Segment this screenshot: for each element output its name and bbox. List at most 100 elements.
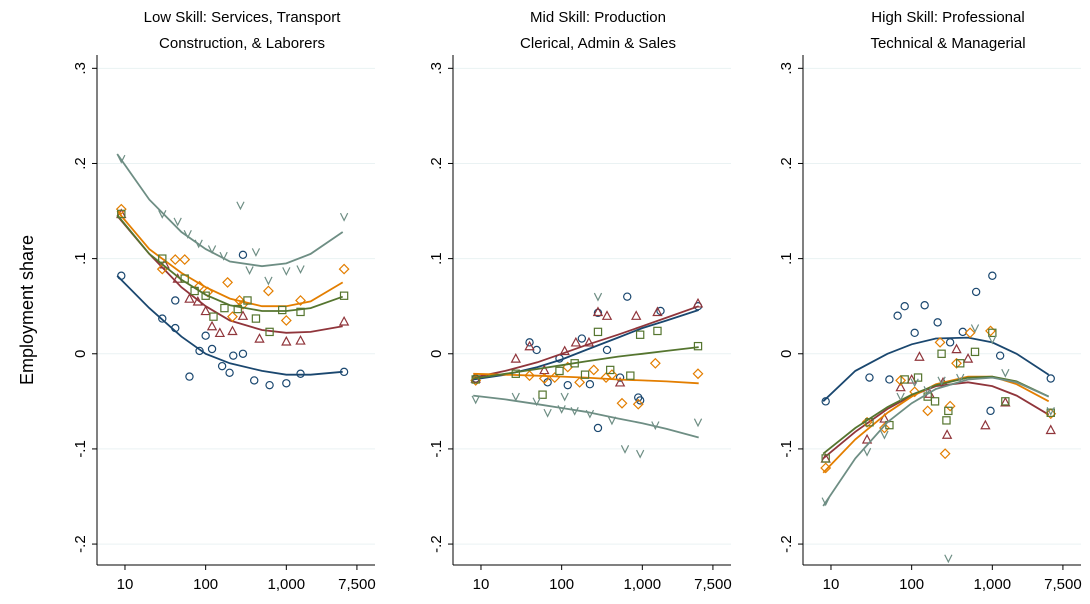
- marker: [631, 310, 642, 320]
- fit-line: [473, 305, 700, 379]
- marker: [951, 357, 962, 369]
- marker: [538, 373, 550, 384]
- marker: [970, 347, 980, 357]
- x-tick-label: 10: [473, 576, 490, 593]
- marker: [632, 398, 644, 410]
- marker: [524, 370, 535, 382]
- fit-line: [473, 372, 699, 385]
- fit-line: [822, 336, 1050, 402]
- x-tick-label: 100: [899, 576, 924, 593]
- marker: [821, 454, 830, 463]
- marker: [173, 217, 182, 227]
- marker: [620, 445, 630, 454]
- y-tick-label: .1: [778, 252, 795, 265]
- marker: [971, 287, 981, 297]
- marker: [227, 311, 238, 323]
- marker: [941, 429, 953, 439]
- marker: [970, 324, 980, 334]
- marker: [171, 296, 180, 305]
- marker: [117, 209, 126, 219]
- marker: [560, 392, 569, 402]
- marker: [937, 349, 946, 358]
- marker: [692, 368, 704, 380]
- marker: [280, 315, 292, 326]
- marker: [615, 373, 625, 382]
- marker: [296, 265, 305, 275]
- marker: [592, 306, 604, 317]
- marker: [574, 376, 586, 388]
- marker: [914, 351, 925, 361]
- marker: [1045, 424, 1056, 435]
- marker: [865, 373, 874, 382]
- marker: [201, 331, 210, 340]
- marker: [693, 418, 703, 428]
- marker: [1046, 374, 1055, 383]
- y-tick-label: -.1: [778, 440, 795, 458]
- marker: [158, 254, 167, 263]
- marker: [555, 366, 564, 376]
- x-tick-label: 7,500: [1044, 576, 1082, 593]
- marker: [937, 376, 946, 386]
- marker: [264, 276, 273, 286]
- x-tick-label: 7,500: [694, 576, 732, 593]
- marker: [861, 416, 873, 428]
- fit-line: [822, 376, 1050, 507]
- marker: [944, 554, 953, 564]
- marker: [296, 307, 305, 317]
- marker: [236, 201, 245, 211]
- marker: [282, 379, 291, 388]
- marker: [593, 327, 603, 337]
- fit-line: [822, 375, 1050, 455]
- marker: [1001, 368, 1010, 378]
- marker: [649, 357, 661, 369]
- marker: [861, 433, 873, 444]
- marker: [930, 397, 940, 406]
- marker: [233, 304, 242, 314]
- marker: [964, 327, 976, 339]
- fit-line: [116, 275, 343, 376]
- y-tick-label: .1: [72, 252, 89, 265]
- marker: [262, 285, 274, 297]
- chart-subtitle: Technical & Managerial: [870, 35, 1025, 52]
- marker: [906, 373, 917, 384]
- y-tick-label: .2: [72, 157, 89, 170]
- marker: [570, 336, 582, 347]
- x-tick-label: 1,000: [974, 576, 1012, 593]
- x-tick-label: 7,500: [338, 576, 376, 593]
- x-tick-label: 1,000: [624, 576, 662, 593]
- marker: [229, 351, 238, 360]
- marker: [207, 344, 217, 354]
- y-tick-label: .2: [778, 157, 795, 170]
- marker: [295, 334, 306, 345]
- marker: [962, 353, 974, 363]
- y-tick-label: .3: [428, 62, 445, 75]
- marker: [988, 335, 997, 345]
- marker: [525, 338, 534, 347]
- marker: [652, 306, 663, 317]
- marker: [988, 328, 997, 338]
- marker: [184, 293, 195, 303]
- marker: [900, 375, 909, 384]
- marker: [524, 340, 535, 351]
- marker: [583, 336, 595, 347]
- y-tick-label: -.2: [72, 535, 89, 553]
- marker: [1046, 406, 1055, 416]
- marker: [635, 330, 645, 339]
- y-tick-label: 0: [72, 350, 89, 358]
- y-tick-label: -.2: [428, 535, 445, 553]
- fit-line: [822, 375, 1050, 474]
- marker: [616, 397, 628, 409]
- marker: [920, 301, 929, 310]
- marker: [169, 254, 181, 266]
- marker: [243, 296, 252, 305]
- marker: [296, 369, 305, 378]
- marker: [511, 369, 520, 378]
- y-tick-label: -.1: [428, 440, 445, 458]
- marker: [338, 315, 350, 326]
- marker: [951, 343, 962, 354]
- marker: [879, 413, 890, 423]
- chart-title: High Skill: Professional: [871, 9, 1024, 26]
- y-tick-label: .3: [778, 62, 795, 75]
- marker: [295, 295, 306, 306]
